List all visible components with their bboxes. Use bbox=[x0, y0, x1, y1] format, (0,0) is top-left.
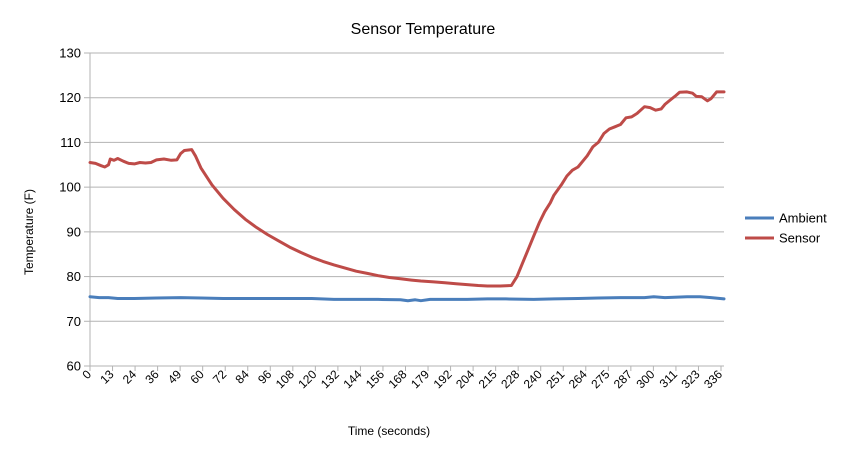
x-tick-label: 192 bbox=[431, 367, 455, 391]
x-tick-label: 13 bbox=[97, 367, 117, 387]
x-tick-label: 215 bbox=[476, 367, 500, 391]
x-tick-label: 264 bbox=[566, 367, 590, 391]
y-tick-label: 80 bbox=[67, 269, 81, 284]
legend: Ambient Sensor bbox=[745, 211, 827, 246]
x-tick-label: 251 bbox=[543, 367, 567, 391]
y-tick-label: 120 bbox=[59, 90, 81, 105]
legend-label-sensor: Sensor bbox=[779, 231, 821, 246]
y-tick-label: 70 bbox=[67, 314, 81, 329]
series-lines bbox=[88, 90, 726, 303]
y-axis-title: Temperature (F) bbox=[22, 189, 36, 275]
y-tick-label: 110 bbox=[60, 135, 81, 150]
x-tick-label: 120 bbox=[295, 367, 319, 391]
y-tick-label: 130 bbox=[59, 46, 81, 61]
x-tick-label: 336 bbox=[701, 367, 725, 391]
x-tick-label: 323 bbox=[679, 367, 703, 391]
x-tick-label: 72 bbox=[210, 367, 230, 387]
chart-title: Sensor Temperature bbox=[351, 21, 496, 38]
x-tick-label: 144 bbox=[340, 367, 364, 391]
y-tick-label: 60 bbox=[67, 359, 81, 374]
x-axis-title: Time (seconds) bbox=[348, 424, 430, 438]
x-tick-label: 287 bbox=[611, 367, 635, 391]
x-tick-label: 275 bbox=[588, 367, 612, 391]
x-tick-label: 132 bbox=[318, 367, 342, 391]
x-tick-label: 240 bbox=[521, 367, 545, 391]
x-tick-label: 300 bbox=[633, 367, 657, 391]
x-tick-label: 36 bbox=[142, 367, 162, 387]
x-tick-label: 108 bbox=[273, 367, 297, 391]
series-line-ambient bbox=[88, 295, 726, 303]
x-tick-label: 179 bbox=[408, 367, 432, 391]
x-tick-label: 96 bbox=[255, 367, 275, 387]
x-tick-label: 49 bbox=[165, 367, 185, 387]
x-tick-label: 311 bbox=[657, 367, 681, 391]
series-line-sensor bbox=[88, 90, 726, 288]
x-tick-label: 156 bbox=[363, 367, 387, 391]
y-tick-label: 100 bbox=[59, 180, 81, 195]
x-tick-label: 24 bbox=[120, 367, 140, 387]
x-tick-label: 228 bbox=[498, 367, 522, 391]
x-tick-label: 168 bbox=[386, 367, 410, 391]
x-tick-label: 60 bbox=[187, 367, 207, 387]
x-tick-label: 84 bbox=[233, 367, 253, 387]
y-tick-label: 90 bbox=[67, 224, 81, 239]
gridlines bbox=[90, 52, 724, 367]
legend-label-ambient: Ambient bbox=[779, 211, 827, 226]
x-tick-label: 204 bbox=[453, 367, 477, 391]
x-tick-label: 0 bbox=[79, 367, 94, 382]
